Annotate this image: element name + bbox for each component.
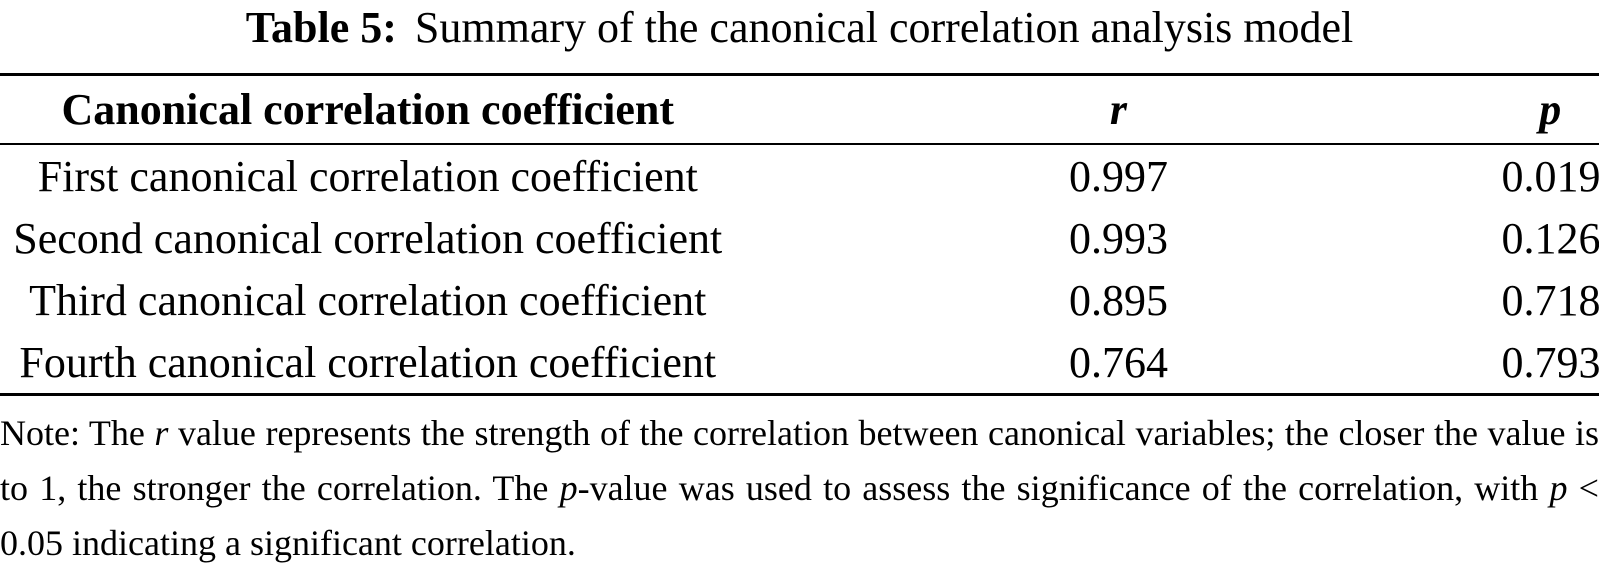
table-row: First canonical correlation coefficient … — [0, 144, 1599, 207]
column-header-coefficient: Canonical correlation coefficient — [0, 74, 736, 145]
row-label: Third canonical correlation coefficient — [29, 275, 707, 325]
r-value: 0.764 — [1068, 337, 1168, 387]
table-row: Third canonical correlation coefficient … — [0, 269, 1599, 331]
table-caption-label: Table 5: — [245, 3, 397, 52]
p-value: 0.126 — [1501, 213, 1599, 263]
p-value: 0.718 — [1501, 275, 1599, 325]
table-header-row: Canonical correlation coefficient r p — [0, 74, 1599, 145]
table-caption: Table 5: Summary of the canonical correla… — [0, 0, 1599, 73]
table-caption-text: Summary of the canonical correlation ana… — [414, 3, 1354, 52]
p-value: 0.793 — [1501, 337, 1599, 387]
column-header-r: r — [735, 74, 1502, 145]
column-header-p: p — [1501, 74, 1599, 145]
table-row: Second canonical correlation coefficient… — [0, 207, 1599, 269]
table-row: Fourth canonical correlation coefficient… — [0, 331, 1599, 395]
row-label: Second canonical correlation coefficient — [13, 213, 723, 263]
r-value: 0.993 — [1068, 213, 1168, 263]
table-note: Note: The r value represents the strengt… — [0, 413, 1599, 563]
r-value: 0.895 — [1068, 275, 1168, 325]
row-label: First canonical correlation coefficient — [37, 151, 698, 201]
cca-summary-table: Canonical correlation coefficient r p Fi… — [0, 73, 1599, 396]
r-value: 0.997 — [1068, 151, 1168, 201]
p-value: 0.019 — [1501, 151, 1599, 201]
row-label: Fourth canonical correlation coefficient — [19, 337, 717, 387]
